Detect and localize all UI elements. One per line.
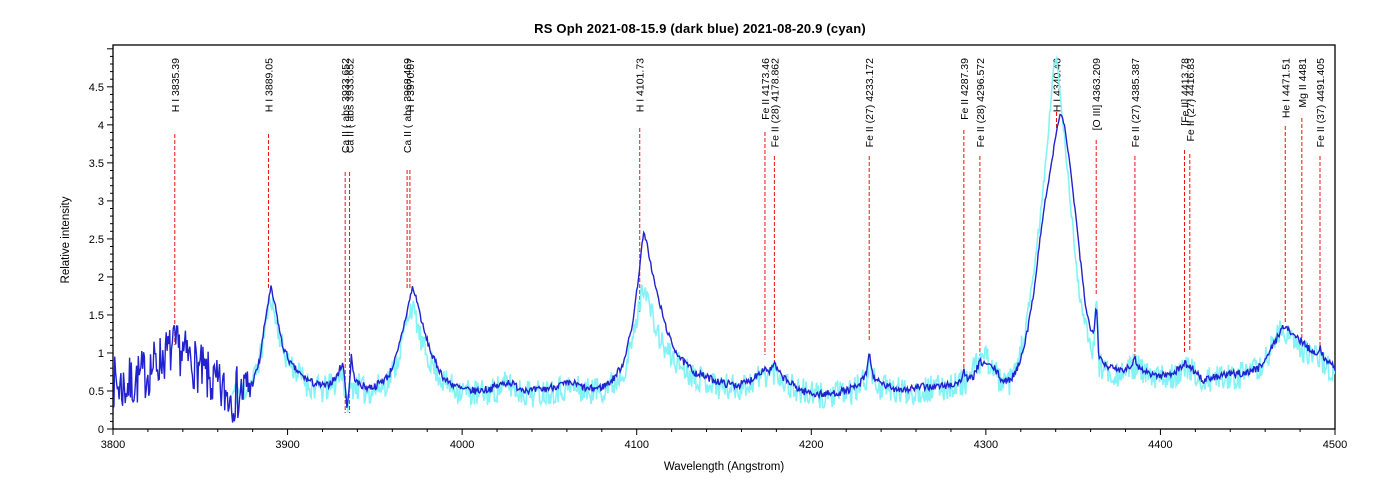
annotation-label: Fe II 4287.39: [959, 58, 971, 120]
annotation-label: Fe II (28) 4296.572: [975, 58, 987, 147]
annotation-label: Fe II (27) 4385.387: [1130, 58, 1142, 147]
plot-border: [112, 44, 1336, 430]
annotation-label: H I 3889.05: [263, 58, 275, 112]
y-tick-label: 0.5: [89, 386, 104, 398]
y-tick-label: 4: [98, 120, 104, 132]
line-annotations: H I 3835.39 H I 3889.05 Ca II ( abs 3933.6…: [170, 58, 1327, 413]
annotation-label: Ca II ( abs 3933.652: [345, 58, 357, 153]
annotation-label: Fe II (28) 4178.862: [769, 58, 781, 147]
x-tick-label: 4400: [1148, 439, 1172, 451]
annotation-label: H I 3835.39: [170, 58, 182, 112]
x-tick-label: 4100: [624, 439, 648, 451]
y-tick-label: 4.5: [89, 82, 104, 94]
annotation-label: [O III] 4363.209: [1091, 58, 1103, 131]
x-tick-label: 4000: [450, 439, 474, 451]
annotation-label: Fe II (37) 4491.405: [1315, 58, 1327, 147]
annotation-label: Fe II (27) 4233.172: [864, 58, 876, 147]
x-axis-label: Wavelength (Angstrom): [663, 461, 785, 473]
y-tick-label: 0: [98, 424, 104, 436]
x-tick-label: 4200: [799, 439, 823, 451]
annotation-label: Ca II ( abs 3933.652: [340, 58, 352, 153]
annotation-label: H I 4101.73: [635, 58, 647, 112]
annotation-label: H I 3970.07: [405, 58, 417, 112]
y-tick-label: 3: [98, 196, 104, 208]
y-tick-label: 3.5: [89, 158, 104, 170]
series-2021-08-15.9: [113, 113, 1335, 423]
y-axis-ticks: 0 0.5 1 1.5 2 2.5 3 3.5 4 4.5: [89, 48, 113, 436]
x-tick-label: 4500: [1323, 439, 1347, 451]
y-tick-label: 2.5: [89, 234, 104, 246]
annotation-label: [Fe II] 4413.78: [1179, 58, 1191, 126]
series-2021-08-20.9: [231, 55, 1335, 413]
annotation-label: He I 4471.51: [1280, 58, 1292, 118]
x-tick-label: 3800: [101, 439, 125, 451]
x-tick-label: 4300: [974, 439, 998, 451]
annotation-label: Mg II 4481: [1297, 58, 1309, 108]
x-tick-label: 3900: [275, 439, 299, 451]
y-axis-label: Relative intensity: [60, 196, 72, 284]
annotation-label: Fe II (27) 4416.83: [1185, 58, 1197, 142]
y-tick-label: 2: [98, 272, 104, 284]
annotation-label: Fe II 4173.46: [760, 58, 772, 120]
y-tick-label: 1.5: [89, 310, 104, 322]
x-axis-ticks: 3800 3900 4000 4100 4200 4300 4400 4500: [101, 429, 1347, 451]
annotation-label: Ca II ( abs 3968.469: [402, 58, 414, 153]
y-tick-label: 1: [98, 348, 104, 360]
chart-title: RS Oph 2021-08-15.9 (dark blue) 2021-08-…: [534, 21, 866, 36]
